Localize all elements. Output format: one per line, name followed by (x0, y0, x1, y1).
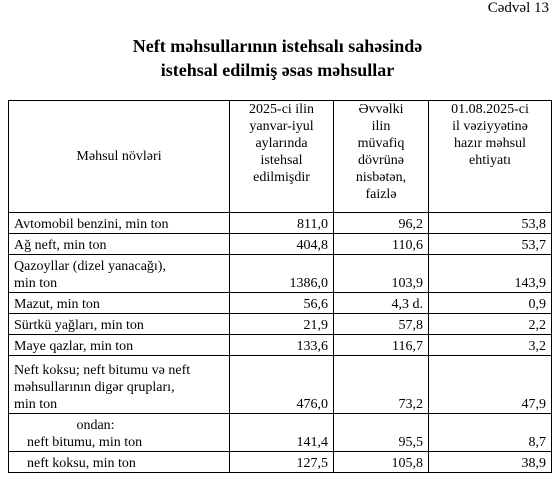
cell-stock: 53,7 (428, 233, 552, 255)
table-row: Avtomobil benzini, min ton 811,0 96,2 53… (8, 212, 552, 234)
header-row: Məhsul növləri 2025-ci ilin yanvar-iyul … (8, 100, 552, 213)
cell-stock: 143,9 (428, 254, 552, 293)
cell-produced: 476,0 (229, 355, 334, 414)
row-label: Mazut, min ton (8, 292, 230, 314)
cell-ratio: 105,8 (333, 451, 429, 473)
table-row: neft koksu, min ton 127,5 105,8 38,9 (8, 451, 552, 473)
row-label: Avtomobil benzini, min ton (8, 212, 230, 234)
header-produced: 2025-ci ilin yanvar-iyul aylarında isteh… (229, 100, 334, 213)
table-row: ondan: neft bitumu, min ton 141,4 95,5 8… (8, 413, 552, 452)
cell-stock: 0,9 (428, 292, 552, 314)
cell-stock: 3,2 (428, 334, 552, 356)
cell-produced: 21,9 (229, 313, 334, 335)
row-label: Ağ neft, min ton (8, 233, 230, 255)
cell-produced: 127,5 (229, 451, 334, 473)
cell-stock: 38,9 (428, 451, 552, 473)
table-row: Qazoyllar (dizel yanacağı), min ton 1386… (8, 254, 552, 293)
cell-ratio: 96,2 (333, 212, 429, 234)
header-stock: 01.08.2025-ci il vəziyyətinə hazır məhsu… (428, 100, 552, 213)
table-row: Mazut, min ton 56,6 4,3 d. 0,9 (8, 292, 552, 314)
header-product: Məhsul növləri (8, 100, 230, 213)
cell-produced: 404,8 (229, 233, 334, 255)
table-row: Neft koksu; neft bitumu və neft məhsulla… (8, 355, 552, 414)
cell-ratio: 73,2 (333, 355, 429, 414)
cell-produced: 141,4 (229, 413, 334, 452)
title-line-1: Neft məhsullarının istehsalı sahəsində (132, 36, 423, 56)
row-label: neft koksu, min ton (8, 451, 230, 473)
table-row: Sürtkü yağları, min ton 21,9 57,8 2,2 (8, 313, 552, 335)
cell-stock: 53,8 (428, 212, 552, 234)
row-label: Sürtkü yağları, min ton (8, 313, 230, 335)
row-label: Maye qazlar, min ton (8, 334, 230, 356)
row-label: Qazoyllar (dizel yanacağı), min ton (8, 254, 230, 293)
table-row: Ağ neft, min ton 404,8 110,6 53,7 (8, 233, 552, 255)
table-number: Cədvəl 13 (487, 0, 549, 16)
row-label: Neft koksu; neft bitumu və neft məhsulla… (8, 355, 230, 414)
cell-ratio: 103,9 (333, 254, 429, 293)
cell-ratio: 57,8 (333, 313, 429, 335)
table-row: Maye qazlar, min ton 133,6 116,7 3,2 (8, 334, 552, 356)
cell-ratio: 4,3 d. (333, 292, 429, 314)
cell-ratio: 116,7 (333, 334, 429, 356)
cell-ratio: 95,5 (333, 413, 429, 452)
cell-produced: 133,6 (229, 334, 334, 356)
cell-stock: 2,2 (428, 313, 552, 335)
table-title: Neft məhsullarının istehsalı sahəsində i… (0, 34, 555, 82)
cell-stock: 47,9 (428, 355, 552, 414)
cell-produced: 56,6 (229, 292, 334, 314)
cell-produced: 1386,0 (229, 254, 334, 293)
header-ratio: Əvvəlki ilin müvafiq dövrünə nisbətən, f… (333, 100, 429, 213)
row-label: ondan: neft bitumu, min ton (8, 413, 230, 452)
title-line-2: istehsal edilmiş əsas məhsullar (160, 60, 395, 80)
cell-stock: 8,7 (428, 413, 552, 452)
products-table: Məhsul növləri 2025-ci ilin yanvar-iyul … (8, 100, 552, 473)
cell-ratio: 110,6 (333, 233, 429, 255)
cell-produced: 811,0 (229, 212, 334, 234)
